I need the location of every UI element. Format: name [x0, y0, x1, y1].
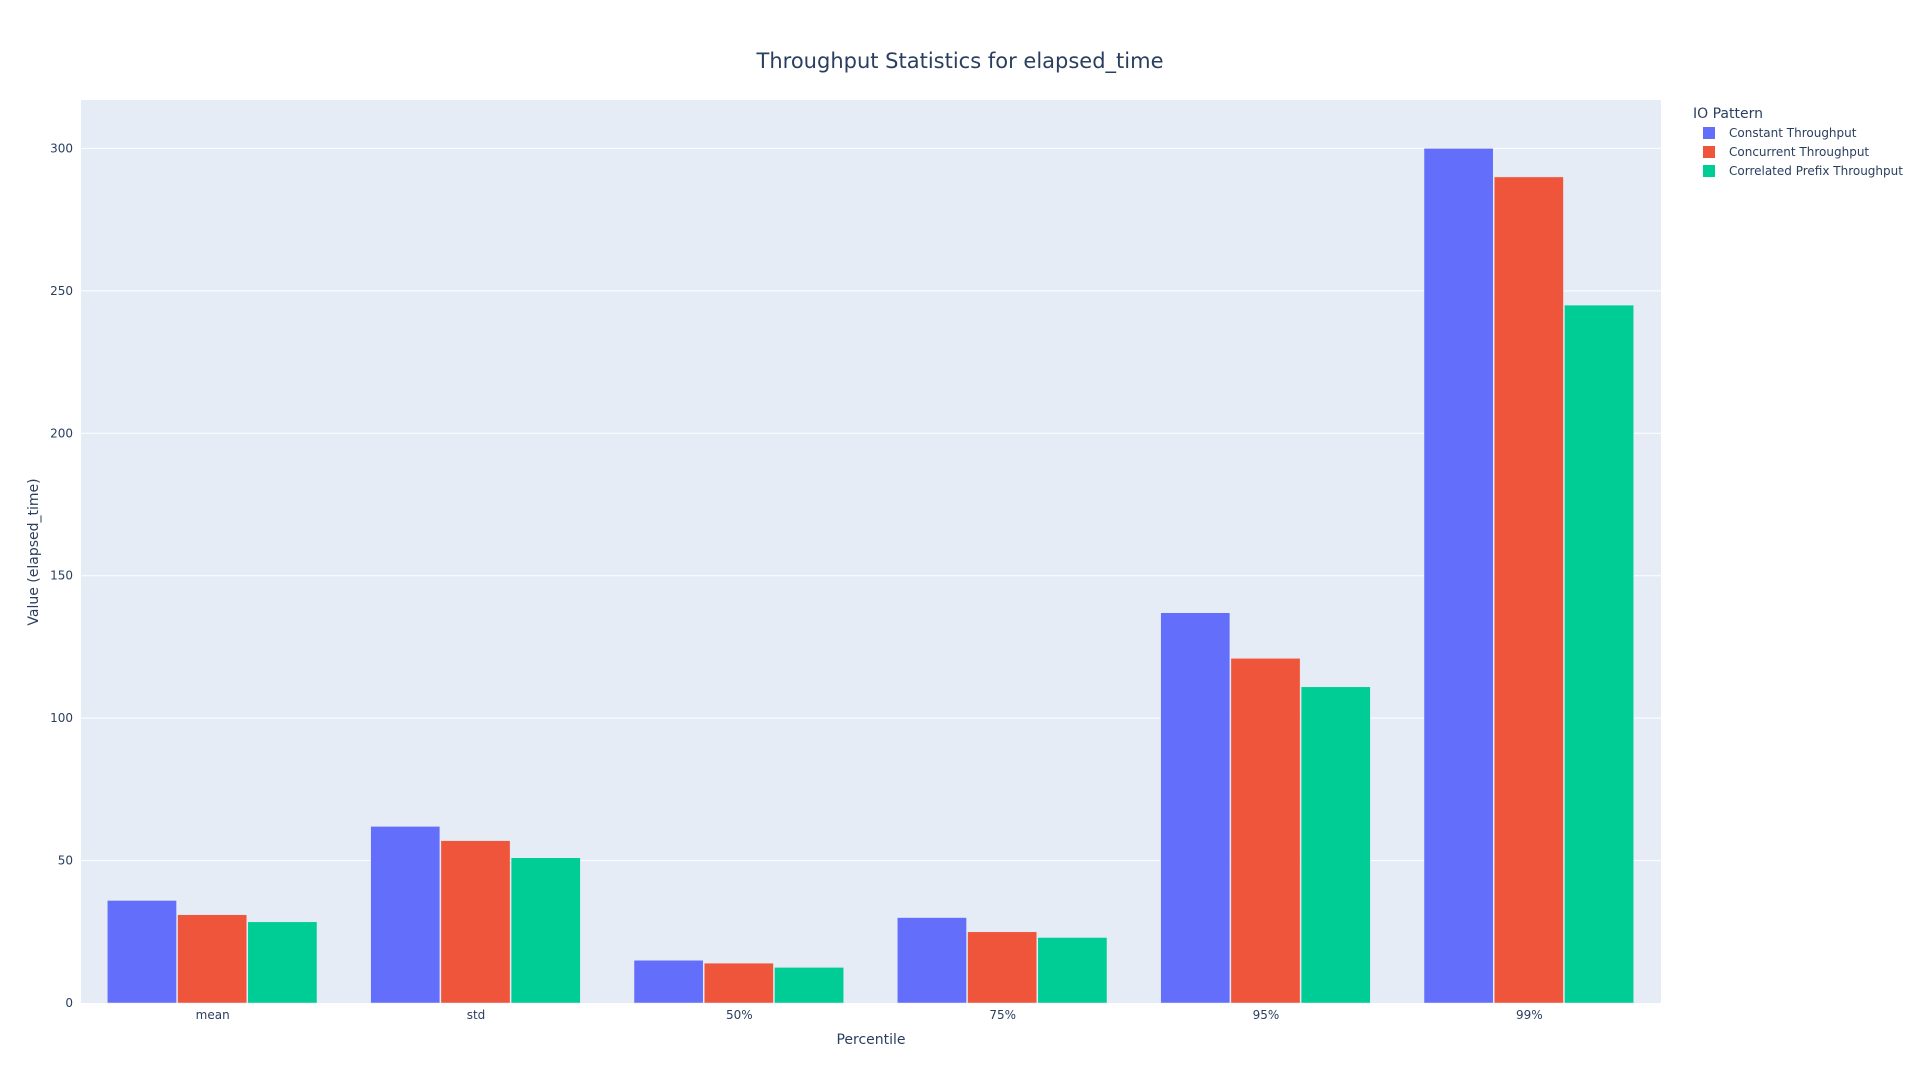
legend-label[interactable]: Correlated Prefix Throughput [1729, 164, 1903, 178]
legend-swatch[interactable] [1703, 146, 1715, 158]
bar[interactable] [967, 931, 1038, 1004]
bar[interactable] [1493, 176, 1564, 1004]
legend-items: Constant Throughput Concurrent Throughput… [1703, 126, 1903, 178]
bar[interactable] [703, 962, 774, 1004]
legend-label[interactable]: Concurrent Throughput [1729, 145, 1869, 159]
y-tick-label: 200 [50, 426, 73, 440]
y-tick-label: 150 [50, 569, 73, 583]
x-axis-title: Percentile [836, 1032, 905, 1048]
y-tick-label: 100 [50, 711, 73, 725]
x-tick-label: 50% [726, 1008, 753, 1022]
y-tick-label: 50 [58, 854, 73, 868]
legend[interactable]: IO Pattern Constant Throughput Concurrent… [1693, 106, 1903, 178]
legend-swatch[interactable] [1703, 127, 1715, 139]
legend-label[interactable]: Constant Throughput [1729, 126, 1857, 140]
y-tick-label: 0 [65, 996, 73, 1010]
bar[interactable] [177, 914, 248, 1004]
gridlines [81, 147, 1661, 862]
bar[interactable] [897, 917, 967, 1004]
bar[interactable] [107, 900, 177, 1004]
bar[interactable] [370, 826, 441, 1004]
chart-title: Throughput Statistics for elapsed_time [756, 49, 1164, 74]
bar[interactable] [247, 921, 318, 1004]
y-tick-label: 250 [50, 284, 73, 298]
x-axis-ticks: mean std 50% 75% 95% 99% [196, 1008, 1543, 1022]
bar[interactable] [510, 857, 581, 1004]
bar[interactable] [774, 967, 844, 1004]
plot-area [81, 100, 1661, 1003]
bar[interactable] [1037, 937, 1108, 1004]
y-axis-ticks: 0 50 100 150 200 250 300 [50, 141, 73, 1010]
bar[interactable] [1160, 612, 1231, 1004]
x-tick-label: mean [196, 1008, 230, 1022]
bar[interactable] [1564, 304, 1634, 1004]
bar[interactable] [1423, 148, 1494, 1004]
x-tick-label: 95% [1253, 1008, 1280, 1022]
legend-title: IO Pattern [1693, 106, 1763, 122]
bar[interactable] [440, 840, 511, 1004]
y-axis-title: Value (elapsed_time) [26, 478, 42, 625]
x-tick-label: 75% [989, 1008, 1016, 1022]
x-tick-label: std [467, 1008, 486, 1022]
bar[interactable] [633, 960, 704, 1004]
legend-swatch[interactable] [1703, 165, 1715, 177]
y-tick-label: 300 [50, 141, 73, 155]
bar[interactable] [1230, 658, 1301, 1004]
bars [107, 148, 1634, 1004]
x-tick-label: 99% [1516, 1008, 1543, 1022]
bar[interactable] [1300, 686, 1371, 1004]
